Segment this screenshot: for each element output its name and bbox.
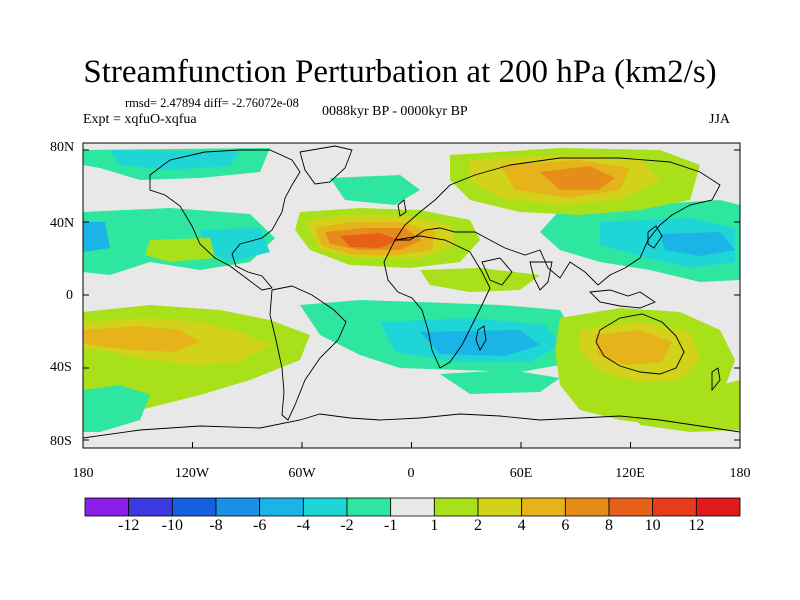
field-contour bbox=[420, 330, 540, 356]
lat-tick-label: 40N bbox=[50, 216, 75, 231]
colorbar-swatch bbox=[433, 497, 479, 517]
colorbar-swatch bbox=[652, 497, 697, 517]
field-contour bbox=[83, 385, 150, 432]
colorbar-label: 4 bbox=[517, 517, 526, 534]
colorbar-swatch bbox=[128, 497, 173, 517]
lat-tick-label: 80N bbox=[50, 140, 75, 155]
colorbar-swatch bbox=[390, 497, 435, 517]
lat-tick-label: 0 bbox=[66, 288, 73, 303]
lon-tick-label: 180 bbox=[729, 466, 751, 481]
field-contour bbox=[660, 232, 735, 256]
lon-tick-label: 120W bbox=[174, 466, 210, 481]
colorbar-label: -8 bbox=[209, 517, 223, 534]
lon-tick-label: 120E bbox=[615, 466, 645, 481]
field-contour bbox=[440, 370, 560, 394]
field-contour bbox=[330, 175, 420, 205]
field-contour bbox=[540, 166, 615, 190]
experiment-label: Expt = xqfuO-xqfua bbox=[83, 112, 197, 127]
stats-label: rmsd= 2.47894 diff= -2.76072e-08 bbox=[125, 96, 299, 110]
colorbar-label: -4 bbox=[296, 517, 310, 534]
field-contour bbox=[110, 150, 240, 170]
lon-tick-label: 60E bbox=[509, 466, 533, 481]
field-contour bbox=[83, 326, 200, 352]
colorbar bbox=[84, 497, 741, 517]
field-contour bbox=[83, 222, 110, 252]
colorbar-label: -6 bbox=[252, 517, 267, 534]
colorbar-label: 6 bbox=[561, 517, 570, 534]
colorbar-swatch bbox=[477, 497, 523, 517]
field-contour bbox=[340, 233, 400, 248]
colorbar-swatch bbox=[521, 497, 566, 517]
lon-tick-label: 180 bbox=[72, 466, 94, 481]
chart-title: Streamfunction Perturbation at 200 hPa (… bbox=[83, 54, 717, 90]
colorbar-label: 2 bbox=[474, 517, 482, 534]
colorbar-label: 8 bbox=[605, 517, 613, 534]
map-plot-area bbox=[83, 143, 740, 448]
colorbar-label: -1 bbox=[383, 517, 398, 534]
colorbar-label: -12 bbox=[117, 517, 140, 534]
coastlines bbox=[83, 145, 740, 439]
colorbar-label: 12 bbox=[688, 517, 705, 534]
colorbar-swatch bbox=[171, 497, 217, 517]
lon-tick-label: 0 bbox=[407, 466, 415, 481]
colorbar-label: 10 bbox=[644, 517, 661, 534]
streamfunction-field bbox=[83, 148, 740, 432]
colorbar-label: -2 bbox=[340, 517, 354, 534]
colorbar-swatch bbox=[215, 497, 261, 517]
colorbar-swatch bbox=[259, 497, 304, 517]
season-label: JJA bbox=[709, 112, 731, 127]
colorbar-swatch bbox=[84, 497, 130, 517]
period-label: 0088kyr BP - 0000kyr BP bbox=[322, 104, 468, 119]
lat-tick-label: 80S bbox=[50, 434, 72, 449]
field-contour bbox=[145, 238, 215, 262]
axis-ticks bbox=[82, 149, 741, 448]
colorbar-swatch bbox=[564, 497, 610, 517]
colorbar-swatch bbox=[302, 497, 348, 517]
field-contour bbox=[595, 330, 672, 365]
field-contour bbox=[200, 228, 270, 262]
colorbar-swatch bbox=[346, 497, 392, 517]
lon-tick-label: 60W bbox=[288, 466, 316, 481]
colorbar-swatch bbox=[695, 497, 741, 517]
colorbar-label: -10 bbox=[161, 517, 183, 534]
colorbar-swatch bbox=[608, 497, 654, 517]
colorbar-label: 1 bbox=[430, 517, 439, 534]
lat-tick-label: 40S bbox=[50, 360, 72, 375]
